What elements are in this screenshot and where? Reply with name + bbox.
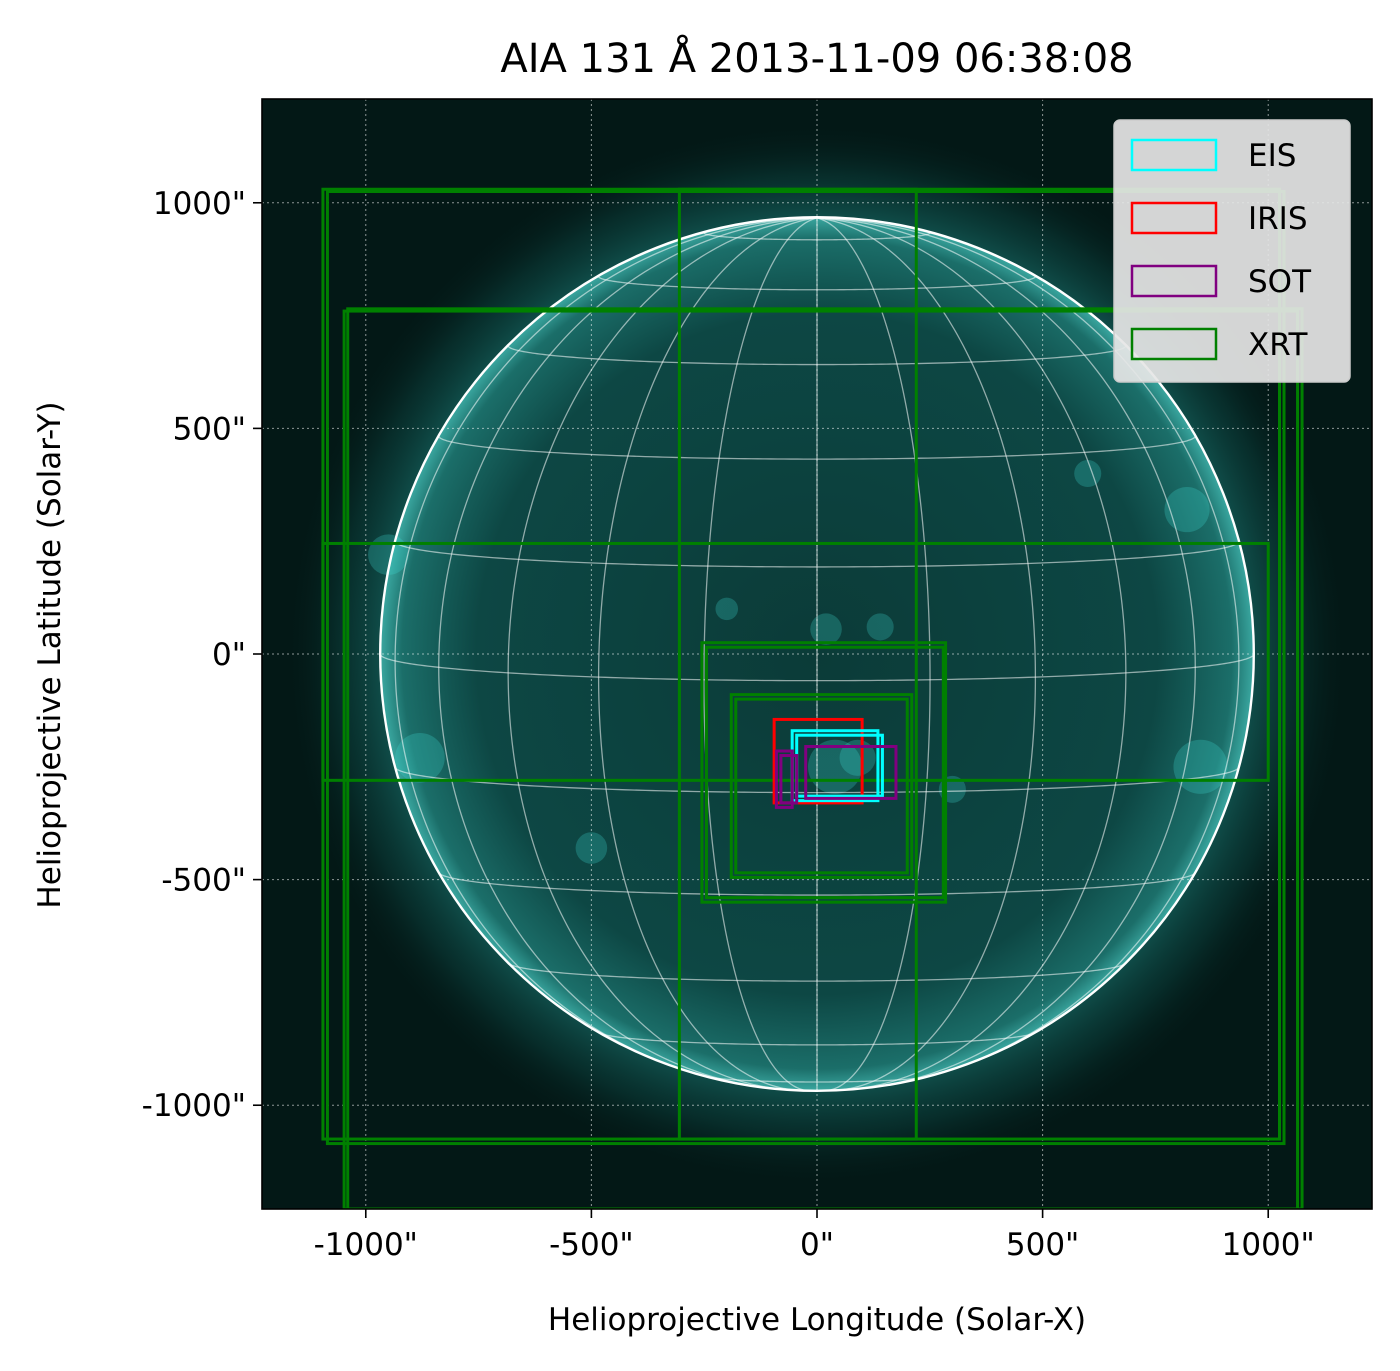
active-region-patch: [839, 739, 876, 776]
longitude-line: [703, 217, 818, 1092]
longitude-line: [816, 217, 1037, 1092]
x-tick-label: 0": [800, 1227, 834, 1263]
active-region-patch: [575, 832, 608, 864]
latitude-line: [597, 276, 1037, 291]
chart-title: AIA 131 Å 2013-11-09 06:38:08: [500, 34, 1133, 82]
y-axis-label: Helioprojective Latitude (Solar-Y): [32, 401, 68, 908]
x-tick-label: 1000": [1222, 1227, 1315, 1263]
legend-box: [1113, 119, 1351, 383]
latitude-line: [507, 345, 1127, 366]
solar-limb: [379, 216, 1255, 1092]
y-tick-label: 0": [212, 637, 246, 673]
xrt-fov-box: [734, 697, 909, 875]
active-region-patch: [1164, 487, 1210, 533]
iris-fov-box: [772, 717, 864, 805]
active-region-patch: [810, 613, 842, 645]
latitude-line: [508, 963, 1126, 982]
latitude-line: [438, 435, 1196, 460]
longitude-line: [597, 217, 818, 1092]
legend-swatch-xrt: [1130, 327, 1218, 361]
sot-fov-box: [779, 754, 799, 805]
xrt-fov-box: [677, 187, 918, 1141]
xrt-fov-box: [700, 641, 948, 904]
y-tick-label: -1000": [142, 1088, 246, 1124]
latitude-line: [379, 653, 1255, 682]
legend-label-xrt: XRT: [1248, 327, 1309, 363]
legend-label-iris: IRIS: [1248, 201, 1308, 237]
active-region-patch: [395, 732, 445, 783]
legend-label-sot: SOT: [1248, 264, 1312, 300]
active-region-patch: [1173, 739, 1228, 794]
latitude-line: [706, 1076, 928, 1083]
y-axis-ticks: 1000" 500" 0" -500" -1000": [142, 186, 262, 1124]
legend: EIS IRIS SOT XRT: [1113, 119, 1351, 383]
xrt-fov-box: [704, 645, 945, 900]
xrt-fov-box: [325, 190, 1286, 1146]
latitude-line: [599, 1032, 1035, 1046]
fields-of-view: [321, 187, 1304, 1209]
latitude-line: [394, 541, 1240, 568]
y-tick-label: 1000": [153, 186, 246, 222]
longitude-line: [816, 217, 1127, 1091]
longitude-line: [507, 217, 818, 1091]
sot-fov-box: [804, 745, 898, 800]
legend-swatch-sot: [1130, 264, 1218, 298]
legend-swatch-eis: [1130, 138, 1218, 172]
xrt-fov-box: [729, 693, 914, 879]
latitude-line: [438, 872, 1196, 896]
active-region-patch: [1074, 459, 1102, 488]
legend-label-eis: EIS: [1248, 138, 1296, 174]
longitude-line: [816, 217, 931, 1092]
longitude-line: [816, 217, 1240, 1080]
x-axis-ticks: -1000" -500" 0" 500" 1000": [314, 1209, 1315, 1263]
y-tick-label: 500": [173, 411, 246, 447]
legend-swatch-iris: [1130, 201, 1218, 235]
longitude-line: [394, 217, 818, 1080]
active-region-patch: [866, 613, 894, 641]
xrt-fov-box: [342, 309, 1300, 1209]
xrt-fov-box: [346, 307, 1304, 1209]
sot-fov-box: [774, 749, 794, 809]
longitude-line: [816, 217, 1196, 1089]
y-tick-label: -500": [161, 863, 246, 899]
x-tick-label: -500": [549, 1227, 634, 1263]
plot-content: [262, 99, 1372, 1209]
active-region-patch: [715, 597, 739, 621]
x-tick-label: 500": [1006, 1227, 1079, 1263]
x-axis-label: Helioprojective Longitude (Solar-X): [548, 1302, 1086, 1338]
longitude-line: [438, 217, 818, 1089]
x-tick-label: -1000": [314, 1227, 418, 1263]
